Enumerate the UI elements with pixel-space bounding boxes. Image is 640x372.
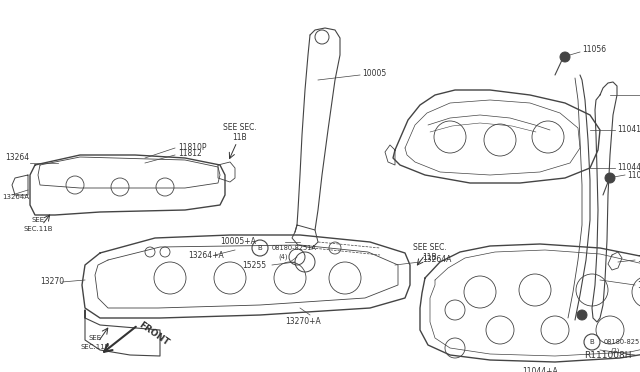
Text: 13264A: 13264A: [2, 194, 29, 200]
Text: B: B: [589, 339, 595, 345]
Text: (2): (2): [610, 348, 620, 354]
Text: 10005: 10005: [362, 70, 387, 78]
Text: 08180-8251A: 08180-8251A: [272, 245, 317, 251]
Text: SEC.11B: SEC.11B: [23, 226, 52, 232]
Text: 11044: 11044: [617, 164, 640, 173]
Text: SEE: SEE: [31, 217, 45, 223]
Text: 13264+A: 13264+A: [188, 251, 224, 260]
Text: R111008H: R111008H: [584, 351, 632, 360]
Text: 13264A: 13264A: [422, 256, 451, 264]
Text: B: B: [258, 245, 262, 251]
Text: 11095: 11095: [637, 256, 640, 264]
Text: 11810P: 11810P: [178, 142, 207, 151]
Text: 11044+A: 11044+A: [522, 368, 558, 372]
Text: 13270: 13270: [40, 278, 64, 286]
Circle shape: [577, 310, 587, 320]
Text: SEE: SEE: [88, 335, 102, 341]
Text: SEE SEC.: SEE SEC.: [413, 244, 447, 253]
Text: SEC.11B: SEC.11B: [80, 344, 109, 350]
Text: 08180-8251A: 08180-8251A: [604, 339, 640, 345]
Text: 11812: 11812: [178, 150, 202, 158]
Circle shape: [605, 173, 615, 183]
Text: FRONT: FRONT: [137, 320, 170, 347]
Text: 11056: 11056: [627, 170, 640, 180]
Circle shape: [560, 52, 570, 62]
Text: 13264: 13264: [5, 154, 29, 163]
Text: 15255: 15255: [242, 260, 266, 269]
Text: 11056: 11056: [582, 45, 606, 55]
Text: SEE SEC.: SEE SEC.: [223, 124, 257, 132]
Text: (4): (4): [278, 254, 287, 260]
Text: 10005+A: 10005+A: [220, 237, 256, 247]
Text: 11041: 11041: [617, 125, 640, 135]
Text: 11B: 11B: [233, 134, 247, 142]
Text: 13270+A: 13270+A: [285, 317, 321, 327]
Text: 11B: 11B: [422, 253, 437, 263]
Text: 11041M: 11041M: [637, 280, 640, 289]
